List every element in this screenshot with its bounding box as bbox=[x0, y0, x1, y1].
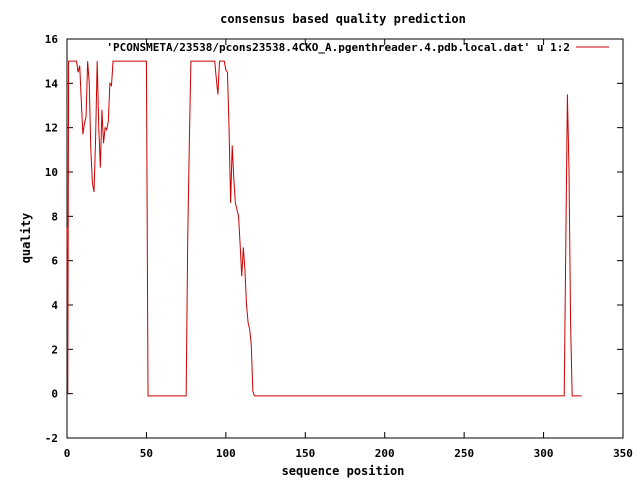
x-tick-label: 50 bbox=[140, 447, 153, 460]
plot-frame bbox=[66, 38, 624, 439]
y-tick-label: 8 bbox=[51, 210, 58, 223]
y-tick-label: 10 bbox=[45, 166, 58, 179]
legend: 'PCONSMETA/23538/pcons23538.4CKO_A.pgent… bbox=[106, 41, 609, 54]
y-axis-label: quality bbox=[19, 213, 33, 264]
series-layer bbox=[66, 60, 582, 397]
x-tick-label: 250 bbox=[454, 447, 474, 460]
y-tick-label: 4 bbox=[51, 299, 58, 312]
y-tick-label: 16 bbox=[45, 33, 59, 46]
x-tick-label: 100 bbox=[216, 447, 236, 460]
y-tick-label: 0 bbox=[51, 388, 58, 401]
x-tick-label: 350 bbox=[613, 447, 633, 460]
x-tick-label: 150 bbox=[295, 447, 315, 460]
legend-label: 'PCONSMETA/23538/pcons23538.4CKO_A.pgent… bbox=[106, 41, 570, 54]
x-tick-label: 300 bbox=[534, 447, 554, 460]
axis-ticks: -2 0 2 4 6 8 10 12 14 16 0 50 100 150 200 250 300 350 bbox=[45, 33, 633, 460]
y-tick-label: 2 bbox=[51, 343, 58, 356]
y-tick-label: 12 bbox=[45, 122, 58, 135]
x-axis-label: sequence position bbox=[282, 464, 405, 478]
series-line bbox=[66, 60, 582, 397]
chart-title: consensus based quality prediction bbox=[220, 12, 466, 26]
y-tick-label: 14 bbox=[45, 77, 59, 90]
y-tick-label: 6 bbox=[51, 255, 58, 268]
x-tick-label: 200 bbox=[375, 447, 395, 460]
y-tick-label: -2 bbox=[45, 432, 58, 445]
x-tick-label: 0 bbox=[64, 447, 71, 460]
